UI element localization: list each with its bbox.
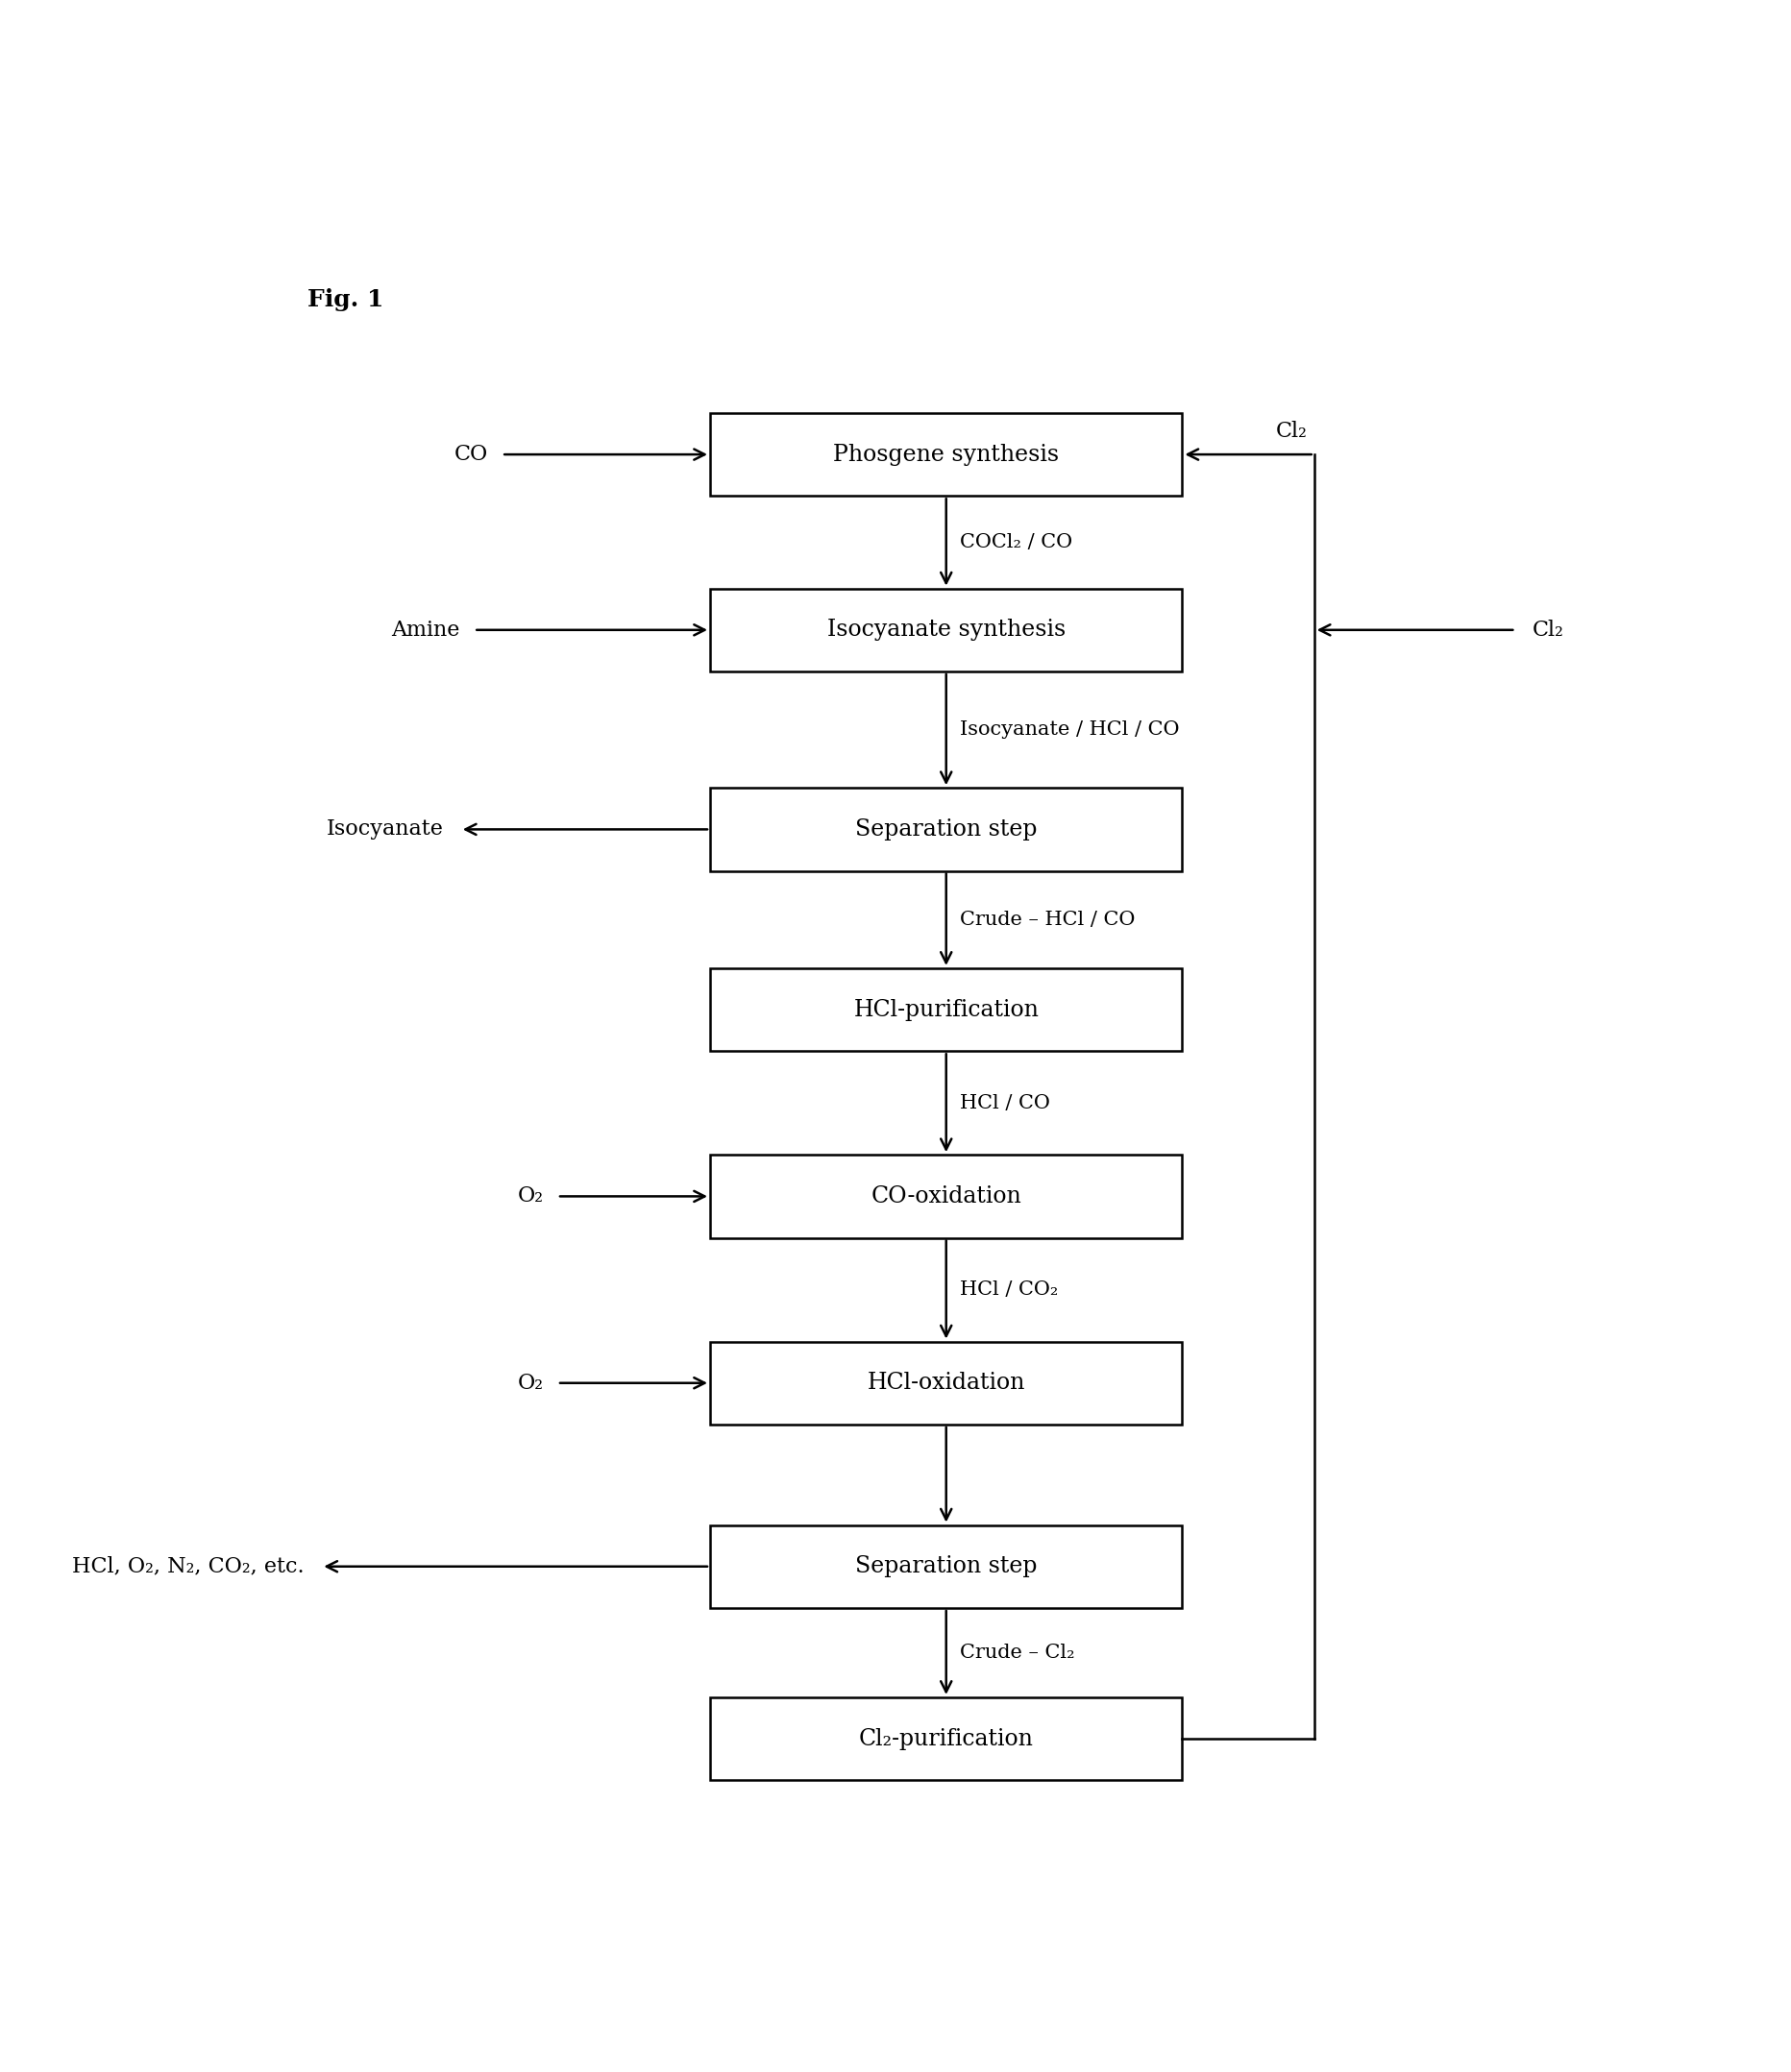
Text: Separation step: Separation step bbox=[854, 818, 1037, 841]
Text: Cl₂: Cl₂ bbox=[1531, 620, 1564, 640]
Text: HCl-purification: HCl-purification bbox=[853, 999, 1039, 1021]
Bar bbox=[709, 1525, 1182, 1608]
Text: Separation step: Separation step bbox=[854, 1556, 1037, 1577]
Bar bbox=[709, 787, 1182, 870]
Text: Cl₂: Cl₂ bbox=[1275, 421, 1307, 441]
Text: CO: CO bbox=[453, 443, 487, 464]
Bar bbox=[709, 412, 1182, 495]
Text: Cl₂-purification: Cl₂-purification bbox=[858, 1728, 1033, 1751]
Bar bbox=[709, 1341, 1182, 1423]
Bar bbox=[709, 588, 1182, 671]
Text: Isocyanate synthesis: Isocyanate synthesis bbox=[826, 620, 1066, 640]
Text: Phosgene synthesis: Phosgene synthesis bbox=[833, 443, 1058, 466]
Bar bbox=[709, 1697, 1182, 1780]
Text: CO-oxidation: CO-oxidation bbox=[870, 1185, 1021, 1208]
Text: Crude – HCl / CO: Crude – HCl / CO bbox=[960, 910, 1135, 928]
Text: Fig. 1: Fig. 1 bbox=[308, 288, 383, 311]
Bar bbox=[709, 1154, 1182, 1237]
Text: Isocyanate: Isocyanate bbox=[326, 818, 442, 839]
Text: COCl₂ / CO: COCl₂ / CO bbox=[960, 533, 1073, 551]
Text: O₂: O₂ bbox=[518, 1185, 543, 1206]
Text: HCl / CO₂: HCl / CO₂ bbox=[960, 1280, 1058, 1299]
Text: Amine: Amine bbox=[390, 620, 460, 640]
Text: Isocyanate / HCl / CO: Isocyanate / HCl / CO bbox=[960, 721, 1178, 740]
Text: HCl, O₂, N₂, CO₂, etc.: HCl, O₂, N₂, CO₂, etc. bbox=[72, 1556, 304, 1577]
Text: HCl-oxidation: HCl-oxidation bbox=[867, 1372, 1024, 1394]
Text: HCl / CO: HCl / CO bbox=[960, 1094, 1050, 1113]
Bar bbox=[709, 968, 1182, 1051]
Text: O₂: O₂ bbox=[518, 1372, 543, 1394]
Text: Crude – Cl₂: Crude – Cl₂ bbox=[960, 1643, 1075, 1662]
